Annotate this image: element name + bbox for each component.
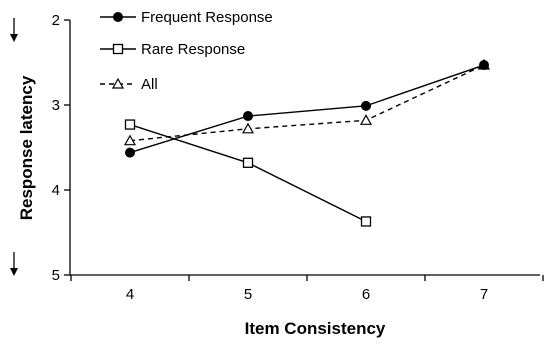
data-point	[123, 134, 137, 146]
x-tick-label: 7	[480, 286, 488, 303]
series-rare-response	[124, 119, 372, 227]
data-point	[125, 147, 135, 158]
series-frequent-response	[125, 60, 489, 158]
x-tick-label: 6	[362, 286, 370, 303]
y-tick-label: 2	[52, 12, 60, 29]
y-tick-label: 5	[52, 267, 60, 284]
legend-item: All	[100, 76, 158, 93]
y-tick-label: 3	[52, 97, 60, 114]
data-point	[111, 77, 125, 89]
data-point	[112, 43, 124, 55]
data-point	[359, 114, 373, 125]
data-point	[113, 12, 123, 22]
arrow-bottom-head	[10, 268, 18, 276]
data-point	[124, 119, 136, 130]
legend-label: Frequent Response	[141, 9, 273, 26]
data-point	[361, 100, 371, 111]
series-all	[123, 58, 491, 146]
legend-label: All	[141, 76, 158, 93]
x-tick-label: 5	[244, 286, 252, 303]
data-point	[241, 122, 255, 134]
data-point	[360, 216, 372, 227]
series-line	[129, 64, 485, 142]
series-line	[129, 123, 367, 223]
legend: Frequent Response Rare Response All	[100, 9, 273, 93]
y-tick-label: 4	[52, 182, 60, 199]
axes	[69, 20, 540, 276]
x-axis-title: Item Consistency	[245, 319, 386, 338]
data-point	[242, 157, 254, 168]
series-line	[129, 64, 485, 154]
ticks: 2 3 4 5 4 5 6 7	[52, 12, 544, 303]
legend-item: Rare Response	[100, 41, 245, 58]
legend-item: Frequent Response	[100, 9, 273, 26]
direction-arrows	[10, 18, 18, 276]
series-layer	[123, 58, 491, 227]
x-tick-label: 4	[126, 286, 134, 303]
arrow-top-head	[10, 34, 18, 42]
legend-label: Rare Response	[141, 41, 245, 58]
data-point	[479, 60, 489, 71]
data-point	[243, 111, 253, 122]
y-axis-title: Response latency	[17, 75, 36, 220]
